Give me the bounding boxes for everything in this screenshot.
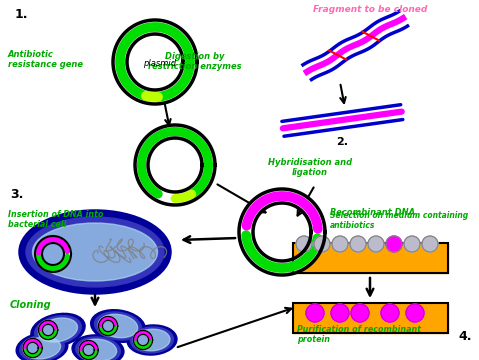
Bar	[293, 243, 448, 273]
Ellipse shape	[94, 312, 141, 340]
Text: Insertion of DNA into
bacterial cell: Insertion of DNA into bacterial cell	[8, 210, 103, 229]
Ellipse shape	[20, 335, 64, 360]
Circle shape	[314, 236, 330, 252]
Circle shape	[350, 236, 366, 252]
Ellipse shape	[130, 327, 173, 353]
Text: Recombinant DNA: Recombinant DNA	[330, 208, 415, 217]
Circle shape	[368, 236, 384, 252]
Text: 1.: 1.	[15, 8, 28, 21]
Circle shape	[351, 304, 369, 322]
Text: Fragment to be cloned: Fragment to be cloned	[313, 5, 427, 14]
Text: Selection on medium containing
antibiotics: Selection on medium containing antibioti…	[330, 211, 468, 230]
Text: Hybridisation and
ligation: Hybridisation and ligation	[268, 158, 352, 177]
Circle shape	[386, 236, 402, 252]
Circle shape	[381, 304, 399, 322]
Ellipse shape	[72, 335, 124, 360]
Ellipse shape	[33, 223, 158, 281]
Circle shape	[404, 236, 420, 252]
Ellipse shape	[23, 337, 61, 359]
Ellipse shape	[91, 310, 145, 342]
Bar	[293, 243, 448, 273]
Ellipse shape	[134, 329, 170, 351]
Ellipse shape	[26, 217, 164, 287]
Circle shape	[296, 236, 312, 252]
Text: Cloning: Cloning	[10, 300, 52, 310]
Circle shape	[331, 304, 349, 322]
Circle shape	[422, 236, 438, 252]
Ellipse shape	[98, 314, 137, 338]
Circle shape	[306, 304, 324, 322]
Ellipse shape	[80, 339, 117, 360]
Text: Purification of recombinant
protein: Purification of recombinant protein	[297, 325, 421, 344]
Text: 3.: 3.	[10, 188, 23, 201]
Bar	[293, 303, 448, 333]
Ellipse shape	[16, 333, 68, 360]
Circle shape	[332, 236, 348, 252]
Bar	[293, 303, 448, 333]
Text: Antibiotic
resistance gene: Antibiotic resistance gene	[8, 50, 83, 69]
Ellipse shape	[38, 318, 78, 342]
Circle shape	[406, 304, 424, 322]
Text: plasmid: plasmid	[143, 59, 177, 68]
Ellipse shape	[76, 337, 120, 360]
Text: 4.: 4.	[458, 330, 471, 343]
Ellipse shape	[127, 325, 177, 355]
Ellipse shape	[34, 316, 81, 344]
Text: 2.: 2.	[336, 137, 348, 147]
Ellipse shape	[31, 313, 85, 347]
Text: Digestion by
restriction enzymes: Digestion by restriction enzymes	[148, 52, 242, 71]
Ellipse shape	[20, 211, 170, 293]
